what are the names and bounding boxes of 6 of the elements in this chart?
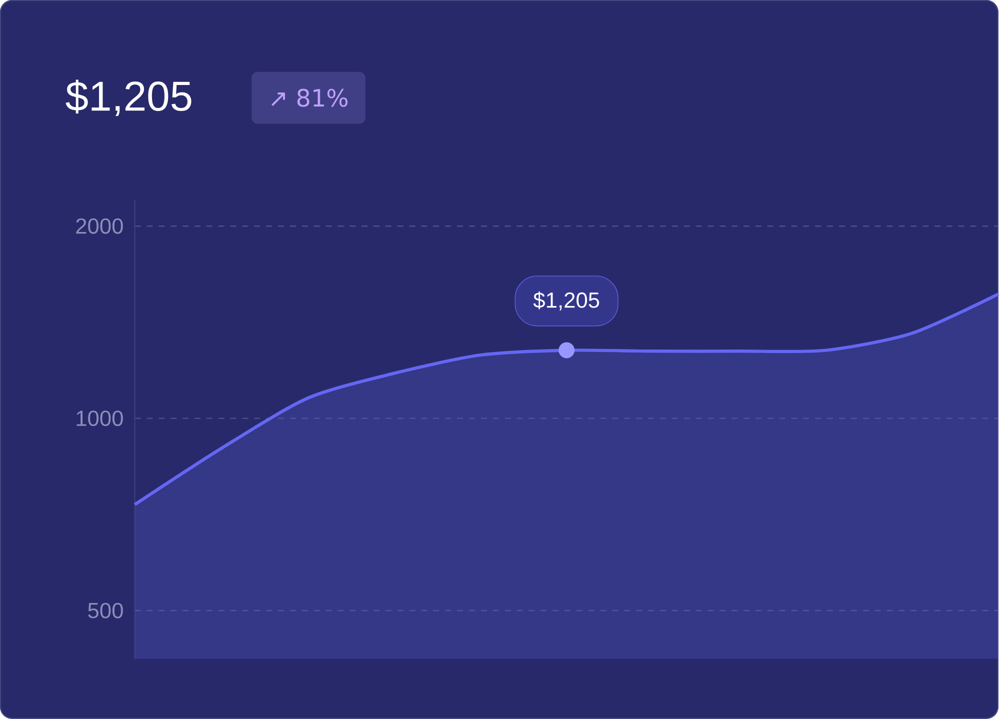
chart-title: $1,205 [66,80,192,116]
annotation: $1,205 [533,292,600,311]
y-tick-label: 500 [88,602,123,618]
chart-subtitle: ↗ 81% [272,88,348,107]
y-tick-label: 1000 [76,410,123,426]
y-tick-label: 2000 [76,218,123,234]
